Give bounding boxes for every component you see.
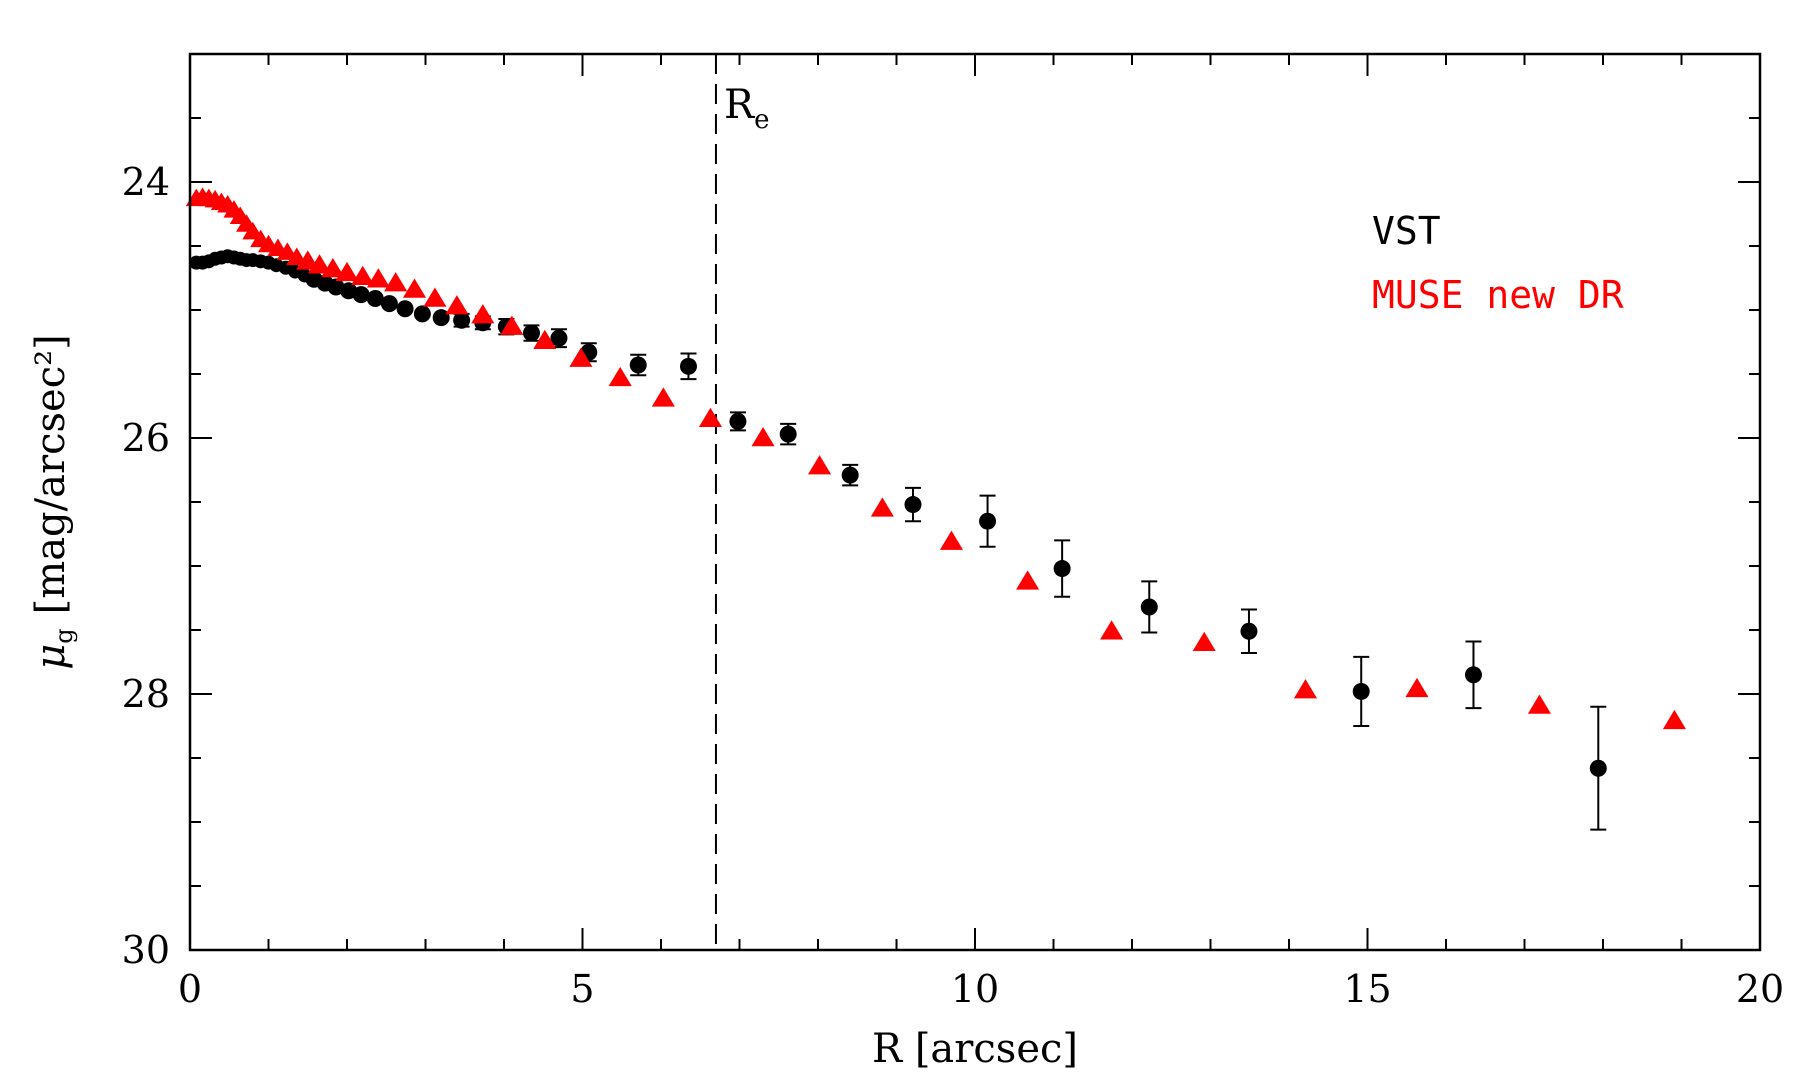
vst-marker [979,512,997,530]
vst-point [352,286,370,304]
y-tick-label: 30 [122,928,170,972]
vst-marker [1240,622,1258,640]
muse-marker [1100,620,1124,640]
vst-point [380,295,398,313]
muse-marker [651,387,675,407]
vst-point [550,328,568,349]
legend: VST MUSE new DR [1372,209,1624,317]
y-axis-title: μg[mag/arcsec²] [28,334,78,669]
muse-marker [307,254,332,274]
y-tick-label: 28 [122,672,170,716]
muse-marker [445,295,469,315]
effective-radius-marker: Re [714,54,770,950]
vst-marker [1589,759,1607,777]
muse-marker [1016,570,1040,590]
vst-marker [1464,666,1482,684]
effective-radius-label: Re [724,82,770,135]
vst-marker [1053,560,1071,578]
muse-marker [471,304,495,324]
vst-point [1352,655,1370,727]
vst-point [1240,608,1258,655]
y-tick-label: 26 [122,416,170,460]
legend-muse: MUSE new DR [1372,273,1624,317]
muse-marker [870,497,894,517]
y-tick-label: 24 [122,160,170,204]
vst-marker [629,356,647,374]
vst-marker [380,295,398,313]
vst-marker [396,300,414,318]
vst-point [413,305,431,323]
muse-marker [384,272,408,292]
vst-marker [679,357,697,375]
plot-frame [188,52,1762,952]
vst-point [1140,580,1158,634]
axis-ticks [189,53,1761,951]
x-tick-label: 10 [951,967,999,1011]
muse-marker [608,366,632,387]
muse-marker [321,258,345,278]
vst-point [629,353,647,377]
vst-point [729,411,747,432]
vst-marker [522,324,540,342]
x-tick-labels: 0 5 10 15 20 [178,967,1784,1011]
muse-marker [1662,709,1686,730]
vst-point [1589,705,1607,831]
vst-marker [841,466,859,484]
vst-marker [413,305,431,323]
x-tick-label: 20 [1736,967,1784,1011]
y-tick-labels: 24 26 28 30 [122,160,170,972]
vst-point [522,324,540,342]
muse-marker [533,329,557,349]
muse-marker [335,261,359,282]
vst-marker [550,329,568,347]
vst-point [841,463,859,487]
muse-marker [1192,631,1216,652]
vst-point [366,289,384,307]
vst-marker [729,412,747,430]
vst-point [979,494,997,548]
vst-point [396,300,414,318]
vst-marker [1140,598,1158,616]
vst-marker [432,309,450,327]
vst-point [904,486,922,523]
vst-point [1464,640,1482,710]
vst-point [432,309,450,327]
vst-point [679,352,697,381]
vst-marker [352,286,370,304]
muse-marker [402,278,427,298]
vst-marker [366,289,384,307]
muse-marker [1527,694,1551,714]
x-tick-label: 15 [1343,967,1391,1011]
muse-marker [751,427,775,447]
vst-marker [904,496,922,514]
muse-marker [500,315,524,335]
muse-marker [351,265,375,285]
vst-marker [1352,682,1370,700]
muse-marker [1293,679,1318,699]
muse-marker [808,455,832,475]
vst-marker [779,425,797,443]
muse-marker [939,530,963,550]
muse-marker [1405,677,1429,698]
data-points [185,187,1686,831]
muse-marker [423,287,447,307]
vst-point [779,422,797,446]
muse-marker [698,407,723,428]
x-tick-label: 0 [178,967,202,1011]
muse-marker [366,268,390,288]
x-axis-title: R [arcsec] [872,1026,1078,1072]
muse-marker [569,347,593,367]
x-tick-label: 5 [570,967,594,1011]
vst-point [1053,539,1071,598]
legend-vst: VST [1372,209,1441,253]
vst-marker [453,311,471,329]
